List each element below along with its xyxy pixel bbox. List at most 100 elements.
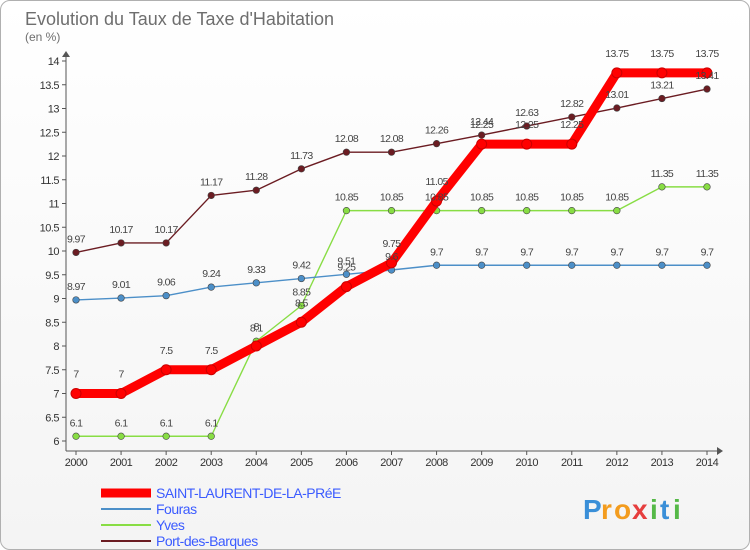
data-label: 10.17 [155, 224, 179, 236]
data-point [703, 85, 711, 93]
data-label: 9.7 [701, 246, 715, 258]
data-point [523, 122, 531, 130]
y-tick-label: 14 [48, 56, 60, 68]
data-point [250, 340, 262, 352]
data-label: 12.63 [515, 107, 539, 119]
data-point [207, 283, 215, 291]
y-tick-label: 12 [48, 151, 60, 163]
data-label: 8.1 [250, 322, 264, 334]
y-tick-label: 8.5 [45, 317, 59, 329]
data-point [658, 94, 666, 103]
y-axis-arrow [62, 51, 70, 57]
data-point [703, 183, 711, 191]
data-point [568, 113, 576, 121]
data-point [297, 274, 305, 283]
y-tick-label: 13 [48, 104, 60, 116]
data-label: 12.25 [515, 119, 539, 131]
data-point [115, 388, 127, 399]
data-label: 12.08 [335, 133, 359, 145]
data-label: 9.75 [382, 238, 401, 250]
data-point [658, 183, 666, 191]
data-point [566, 138, 578, 150]
data-point [297, 302, 305, 310]
data-label: 9.7 [475, 246, 489, 258]
legend-label: Fouras [156, 501, 197, 517]
data-point [431, 195, 443, 207]
logo-letter: t [660, 494, 669, 525]
data-label: 13.41 [695, 70, 719, 82]
data-point [613, 261, 621, 269]
y-tick-label: 6.5 [45, 412, 59, 424]
data-point [342, 270, 351, 278]
y-tick-label: 13.5 [40, 80, 60, 92]
logo-letter: x [632, 494, 648, 525]
data-point [207, 432, 215, 440]
y-tick-label: 10.5 [40, 222, 60, 234]
data-label: 6.1 [160, 417, 174, 429]
logo-letter: i [673, 494, 681, 525]
data-point [701, 67, 713, 79]
chart-title: Evolution du Taux de Taxe d'Habitation [25, 9, 334, 29]
data-point [656, 67, 668, 79]
data-label: 9.25 [337, 262, 356, 274]
data-label: 11.35 [651, 168, 674, 180]
data-point [387, 148, 396, 156]
data-label: 12.25 [560, 119, 584, 131]
data-label: 10.85 [470, 192, 494, 204]
legend-label: SAINT-LAURENT-DE-LA-PRéE [156, 485, 341, 501]
data-point [523, 207, 531, 215]
y-tick-label: 8 [53, 341, 59, 353]
data-point [478, 207, 486, 215]
data-point [613, 207, 621, 215]
x-tick-label: 2000 [65, 457, 88, 469]
data-label: 13.75 [695, 48, 719, 60]
data-label: 8.97 [67, 281, 86, 293]
data-point [117, 432, 125, 440]
data-label: 12.26 [425, 125, 449, 137]
data-label: 13.01 [605, 89, 629, 101]
data-label: 9.42 [292, 260, 311, 272]
data-label: 10.85 [560, 192, 584, 204]
y-tick-label: 7.5 [45, 365, 59, 377]
data-point [252, 186, 260, 194]
x-tick-label: 2001 [110, 457, 133, 469]
data-point [568, 261, 576, 269]
data-label: 6.1 [115, 417, 129, 429]
data-label: 9.7 [656, 246, 670, 258]
data-label: 10.85 [605, 192, 629, 204]
data-point [252, 279, 260, 287]
x-tick-label: 2011 [561, 457, 583, 469]
y-tick-label: 12.5 [40, 127, 60, 139]
data-label: 10.85 [335, 192, 359, 204]
data-label: 7 [118, 369, 124, 381]
data-label: 10.85 [425, 192, 449, 204]
data-label: 11.28 [245, 171, 268, 183]
x-tick-label: 2006 [335, 457, 358, 469]
x-tick-label: 2003 [200, 457, 223, 469]
series-layer [70, 67, 713, 440]
data-point [432, 140, 441, 148]
data-point [72, 296, 80, 304]
legend-label: Yves [156, 517, 185, 533]
data-label: 10.17 [109, 224, 133, 236]
data-label: 9.6 [385, 251, 399, 263]
y-tick-label: 9 [53, 294, 59, 306]
x-tick-label: 2002 [155, 457, 178, 469]
data-point [478, 261, 486, 269]
legend-label: Port-des-Barques [156, 533, 258, 549]
data-label: 13.75 [650, 48, 674, 60]
x-tick-label: 2010 [515, 457, 538, 469]
data-label: 6.1 [70, 417, 84, 429]
y-tick-label: 9.5 [45, 270, 59, 282]
data-point [658, 261, 666, 269]
chart-subtitle: (en %) [25, 30, 60, 44]
legend: SAINT-LAURENT-DE-LA-PRéEFourasYvesPort-d… [101, 485, 341, 549]
data-label: 10.85 [515, 192, 539, 204]
data-point [611, 67, 623, 79]
data-point [70, 388, 82, 399]
data-label: 12.82 [560, 98, 584, 110]
data-point [340, 281, 352, 293]
